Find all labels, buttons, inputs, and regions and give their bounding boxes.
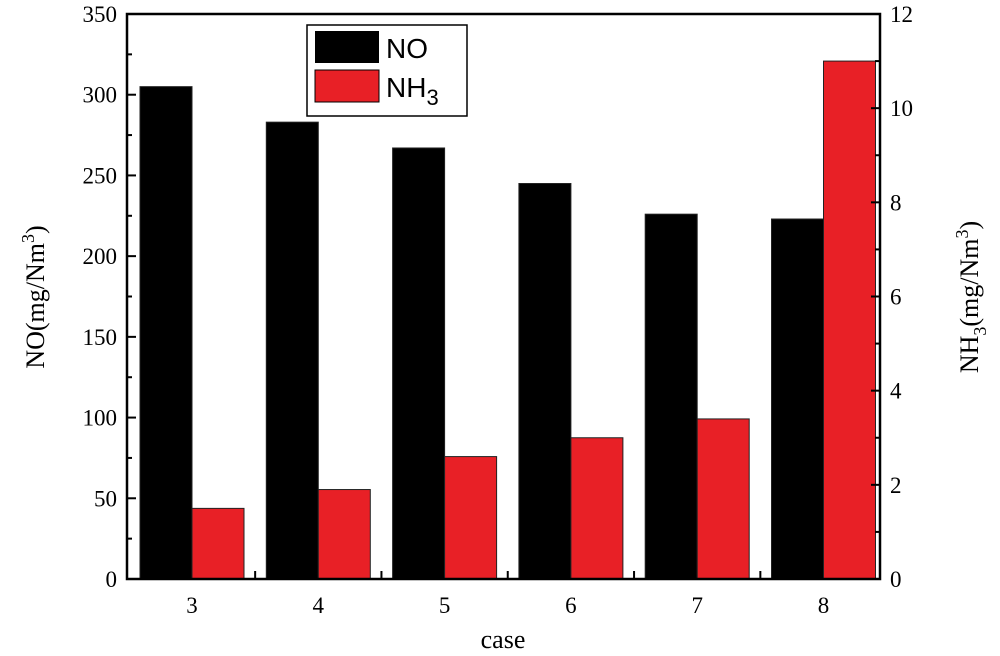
legend-label-no: NO <box>386 33 428 64</box>
y-tick-label-left: 100 <box>83 406 118 431</box>
bar-no-case-5 <box>392 147 446 580</box>
y-axis-title-right: NH3(mg/Nm3) <box>952 221 990 373</box>
bar-no-case-6 <box>518 183 572 580</box>
y-tick-label-left: 50 <box>94 486 117 511</box>
y-tick-label-left: 200 <box>83 244 118 269</box>
bar-nh3-case-3 <box>191 507 245 580</box>
legend: NO NH3 <box>306 24 468 117</box>
legend-swatch-nh3 <box>314 69 380 103</box>
plot-frame <box>125 12 882 581</box>
x-tick-label: 4 <box>313 593 325 618</box>
bar-nh3-case-7 <box>696 418 750 580</box>
y-tick-label-left: 250 <box>83 163 118 188</box>
y-tick-label-left: 150 <box>83 325 118 350</box>
bar-nh3-case-6 <box>570 437 624 580</box>
y-tick-label-left: 300 <box>83 83 118 108</box>
y-tick-label-right: 4 <box>890 379 902 404</box>
bar-no-case-7 <box>644 213 698 580</box>
bar-nh3-case-5 <box>444 456 498 580</box>
x-tick-label: 3 <box>186 593 198 618</box>
bar-nh3-case-4 <box>317 489 371 580</box>
x-tick-label: 8 <box>818 593 830 618</box>
bar-no-case-4 <box>265 121 319 580</box>
legend-label-nh3: NH3 <box>386 72 439 110</box>
y-tick-label-right: 12 <box>890 2 913 27</box>
y-tick-label-right: 2 <box>890 473 902 498</box>
bar-no-case-8 <box>771 218 824 580</box>
x-tick-label: 7 <box>691 593 703 618</box>
y-axis-title-left: NO(mg/Nm3) <box>18 225 50 368</box>
bar-no-case-3 <box>139 86 193 580</box>
x-axis-title: case <box>481 625 526 654</box>
y-tick-label-left: 350 <box>83 2 118 27</box>
y-tick-label-right: 8 <box>890 190 902 215</box>
y-tick-label-left: 0 <box>106 567 118 592</box>
bar-nh3-case-8 <box>823 60 876 580</box>
legend-swatch-no <box>315 31 379 63</box>
y-tick-label-right: 10 <box>890 96 913 121</box>
y-tick-label-right: 0 <box>890 567 902 592</box>
x-tick-label: 6 <box>565 593 577 618</box>
x-tick-label: 5 <box>439 593 451 618</box>
y-tick-label-right: 6 <box>890 285 902 310</box>
